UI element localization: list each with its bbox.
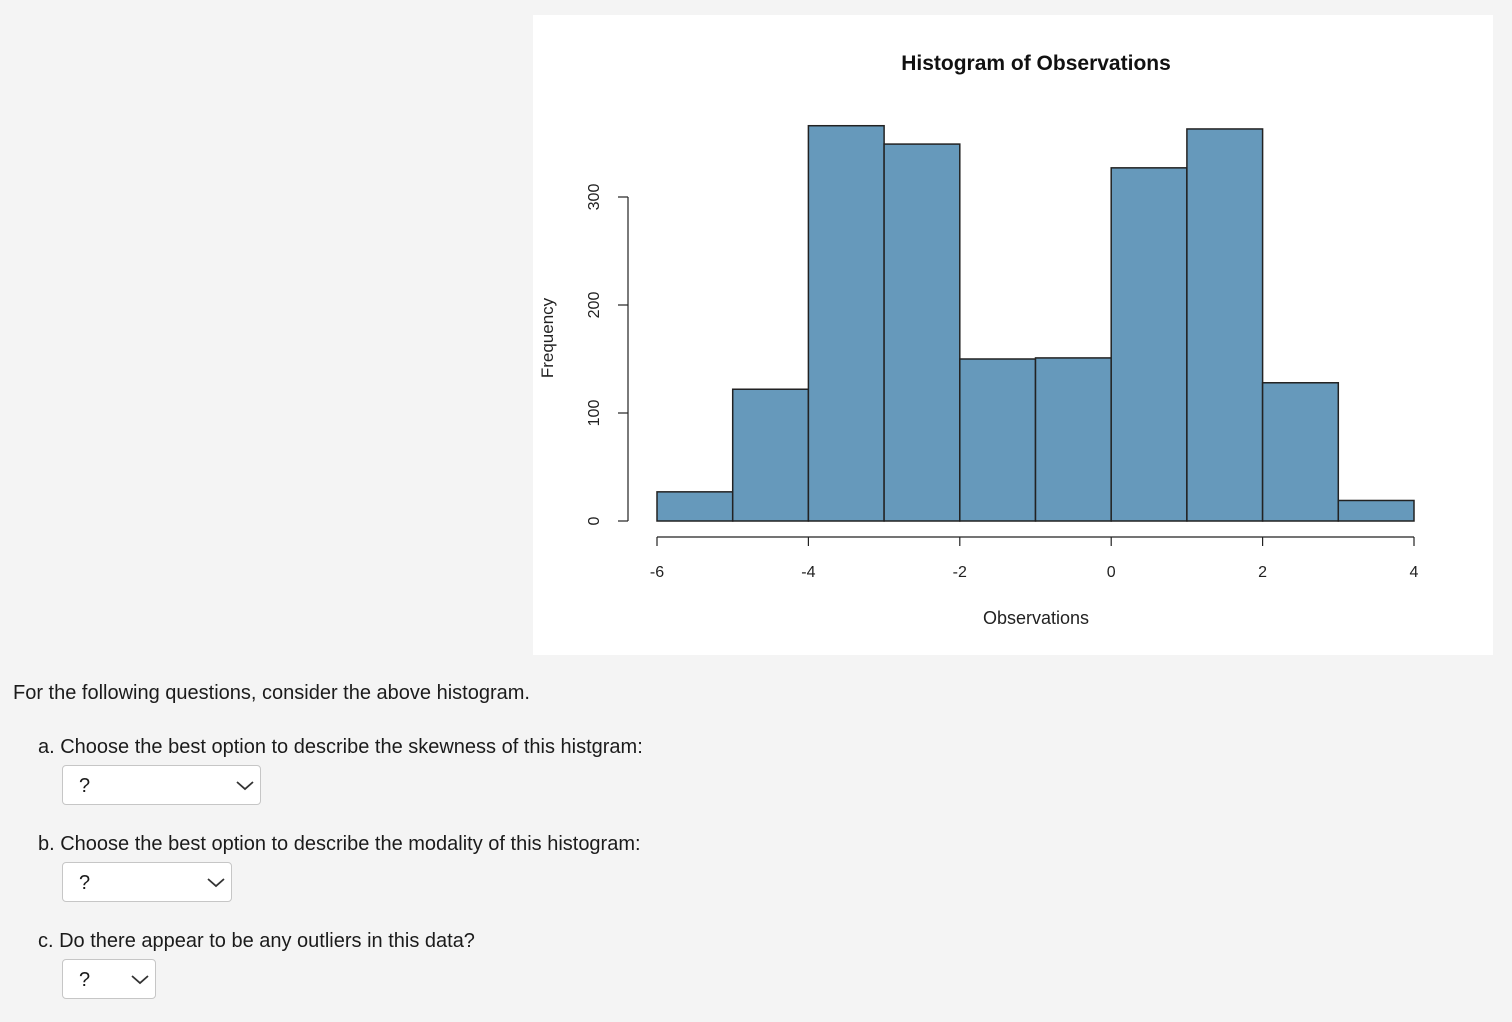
x-tick-label: -4 <box>801 564 815 581</box>
histogram-panel: Histogram of Observations Observations F… <box>533 15 1493 655</box>
y-tick-label: 100 <box>586 400 603 427</box>
histogram-bar <box>883 143 961 522</box>
x-tick-label: -2 <box>953 564 967 581</box>
histogram-bar <box>1337 499 1415 522</box>
y-tick-label: 300 <box>586 184 603 211</box>
outliers-select[interactable]: ? <box>62 959 156 999</box>
histogram-bars <box>656 124 1415 522</box>
histogram-bar <box>656 491 734 522</box>
histogram-bar <box>1186 128 1264 522</box>
x-axis-label: Observations <box>983 608 1089 628</box>
x-tick-label: -6 <box>650 564 664 581</box>
x-axis: -6 -4 -2 0 2 4 <box>650 536 1419 581</box>
histogram-bar <box>1110 167 1188 522</box>
histogram-bar <box>959 358 1037 522</box>
y-axis-label: Frequency <box>538 297 557 378</box>
question-a-label: a. Choose the best option to describe th… <box>38 736 643 758</box>
question-b-label: b. Choose the best option to describe th… <box>38 833 641 855</box>
modality-select[interactable]: ? <box>62 862 232 902</box>
histogram-chart: Histogram of Observations Observations F… <box>538 52 1419 628</box>
y-tick-label: 200 <box>586 292 603 319</box>
chevron-down-icon <box>131 975 149 985</box>
y-axis: 0 100 200 300 <box>586 184 629 525</box>
x-tick-label: 0 <box>1107 564 1116 581</box>
chart-title: Histogram of Observations <box>901 52 1171 75</box>
chevron-down-icon <box>207 878 225 888</box>
instructions-text: For the following questions, consider th… <box>13 682 530 704</box>
modality-select-value: ? <box>79 872 91 894</box>
outliers-select-value: ? <box>79 969 91 991</box>
histogram-bar <box>1261 382 1340 522</box>
histogram-bar <box>807 124 885 522</box>
y-tick-label: 0 <box>586 516 603 525</box>
skewness-select-value: ? <box>79 775 91 797</box>
histogram-bar <box>731 388 810 522</box>
x-tick-label: 2 <box>1258 564 1267 581</box>
skewness-select[interactable]: ? <box>62 765 261 805</box>
question-c-label: c. Do there appear to be any outliers in… <box>38 930 475 952</box>
chevron-down-icon <box>236 781 254 791</box>
histogram-bar <box>1034 357 1112 522</box>
x-tick-label: 4 <box>1410 564 1419 581</box>
